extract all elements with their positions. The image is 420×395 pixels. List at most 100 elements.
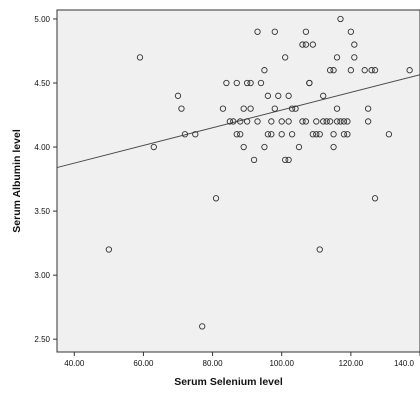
x-tick-label: 100.00 <box>269 359 294 368</box>
data-point <box>309 131 316 138</box>
data-points <box>105 15 413 330</box>
data-point <box>240 143 247 151</box>
data-point <box>264 92 272 99</box>
data-point <box>292 105 299 112</box>
data-point <box>282 156 289 164</box>
x-tick-label: 140.0 <box>394 359 415 368</box>
data-point <box>371 67 379 74</box>
data-point <box>181 131 189 138</box>
data-point <box>351 54 358 61</box>
data-point <box>261 67 268 74</box>
data-point <box>330 143 337 151</box>
data-point <box>271 105 278 112</box>
data-point <box>351 41 358 48</box>
x-tick-label: 80.00 <box>203 359 224 368</box>
data-point <box>243 118 251 125</box>
data-point <box>275 92 282 99</box>
data-point <box>212 195 220 202</box>
data-point <box>361 67 368 74</box>
x-axis-title: Serum Selenium level <box>174 376 283 388</box>
data-point <box>320 118 327 125</box>
data-point <box>368 67 375 74</box>
data-point <box>278 131 285 138</box>
data-point <box>344 131 351 138</box>
data-point <box>174 92 182 99</box>
data-point <box>268 131 275 138</box>
data-point <box>302 41 310 48</box>
data-point <box>337 15 344 23</box>
data-point <box>344 118 351 125</box>
data-point <box>316 131 323 138</box>
data-point <box>254 118 261 125</box>
y-tick-label: 5.00 <box>34 15 50 24</box>
data-point <box>306 79 313 87</box>
data-point <box>136 54 144 61</box>
data-point <box>347 28 355 35</box>
data-point <box>313 131 320 138</box>
data-point <box>250 156 258 164</box>
data-point <box>340 131 348 138</box>
y-tick-label: 4.00 <box>34 143 50 152</box>
data-point <box>150 143 157 151</box>
y-axis-ticks: 2.50 3.00 3.50 4.00 4.50 5.00 <box>34 15 57 344</box>
data-point <box>237 131 244 138</box>
data-point <box>302 28 310 35</box>
data-point <box>233 131 240 138</box>
data-point <box>330 131 337 138</box>
data-point <box>385 131 393 138</box>
data-point <box>247 105 254 112</box>
data-point <box>219 105 227 112</box>
data-point <box>364 105 372 112</box>
data-point <box>105 246 113 253</box>
y-tick-label: 2.50 <box>34 335 50 344</box>
data-point <box>226 118 234 125</box>
data-point <box>347 67 355 74</box>
data-point <box>271 28 278 35</box>
x-tick-label: 60.00 <box>133 359 154 368</box>
x-axis-ticks: 40.00 60.00 80.00 100.00 120.00 140.0 <box>64 352 420 368</box>
y-tick-label: 3.50 <box>34 207 50 216</box>
data-point <box>309 41 316 48</box>
plot-area <box>56 9 420 353</box>
data-point <box>299 41 306 48</box>
y-tick-label: 3.00 <box>34 271 50 280</box>
data-point <box>261 143 268 151</box>
data-point <box>371 195 379 202</box>
data-point <box>243 79 251 87</box>
data-point <box>223 79 230 87</box>
data-point <box>264 131 272 138</box>
data-point <box>178 105 185 112</box>
data-point <box>326 67 334 74</box>
data-point <box>257 79 265 87</box>
data-point <box>268 118 275 125</box>
fit-line <box>56 74 420 169</box>
data-point <box>199 323 206 330</box>
data-point <box>233 79 240 87</box>
data-point <box>340 118 348 125</box>
data-point <box>323 118 330 125</box>
data-point <box>288 131 296 138</box>
data-point <box>333 105 341 112</box>
data-point <box>333 118 341 125</box>
data-point <box>288 105 296 112</box>
data-point <box>285 156 292 164</box>
x-tick-label: 120.00 <box>339 359 364 368</box>
data-point <box>282 54 289 61</box>
y-tick-label: 4.50 <box>34 79 50 88</box>
data-point <box>330 67 337 74</box>
data-point <box>333 54 341 61</box>
data-point <box>295 143 303 151</box>
y-axis-title: Serum Albumin level <box>11 129 23 233</box>
data-point <box>364 118 372 125</box>
data-point <box>237 118 244 125</box>
data-point <box>337 118 344 125</box>
data-point <box>313 118 320 125</box>
data-point <box>299 118 306 125</box>
data-point <box>247 79 254 87</box>
data-point <box>285 92 292 99</box>
data-point <box>192 131 199 138</box>
data-point <box>230 118 237 125</box>
data-point <box>240 105 247 112</box>
data-point <box>406 67 413 74</box>
